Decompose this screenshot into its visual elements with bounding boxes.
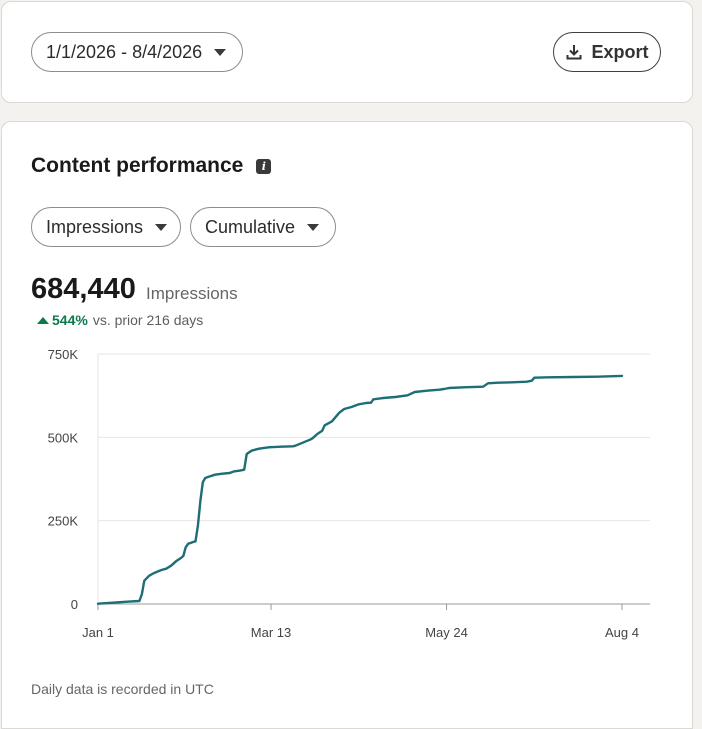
info-icon[interactable]: i [256,158,272,174]
x-tick-label: Mar 13 [251,625,291,640]
caret-down-icon [214,48,227,56]
date-range-dropdown[interactable]: 1/1/2026 - 8/4/2026 [31,32,243,72]
mode-dropdown[interactable]: Cumulative [190,207,336,247]
download-icon [566,45,582,60]
export-button[interactable]: Export [553,32,661,72]
y-tick-label: 0 [71,597,78,612]
x-tick-label: Aug 4 [605,625,639,640]
metric-dropdown-label: Impressions [46,216,144,237]
impressions-chart: 0 250K 500K 750K Jan 1 Mar 13 May 24 Aug 4 [48,347,650,640]
summary-unit: Impressions [146,284,238,303]
date-range-label: 1/1/2026 - 8/4/2026 [46,41,203,62]
section-title: Content performance [31,154,244,177]
export-label: Export [591,41,649,62]
delta-value: 544% [52,312,88,328]
triangle-up-icon [37,316,49,324]
caret-down-icon [307,223,320,231]
section-header: Content performance i [31,154,272,178]
caret-down-icon [155,223,168,231]
y-tick-label: 750K [48,347,79,362]
impressions-series-line [96,374,624,605]
y-tick-label: 250K [48,514,79,529]
x-tick-label: May 24 [425,625,468,640]
metric-dropdown[interactable]: Impressions [31,207,181,247]
delta-row: 544% vs. prior 216 days [37,312,203,328]
summary-value: 684,440 [31,273,136,305]
mode-dropdown-label: Cumulative [205,216,296,237]
delta-text: vs. prior 216 days [92,312,204,328]
x-tick-label: Jan 1 [82,625,114,640]
y-tick-label: 500K [48,430,79,445]
footer-note: Daily data is recorded in UTC [31,681,214,697]
